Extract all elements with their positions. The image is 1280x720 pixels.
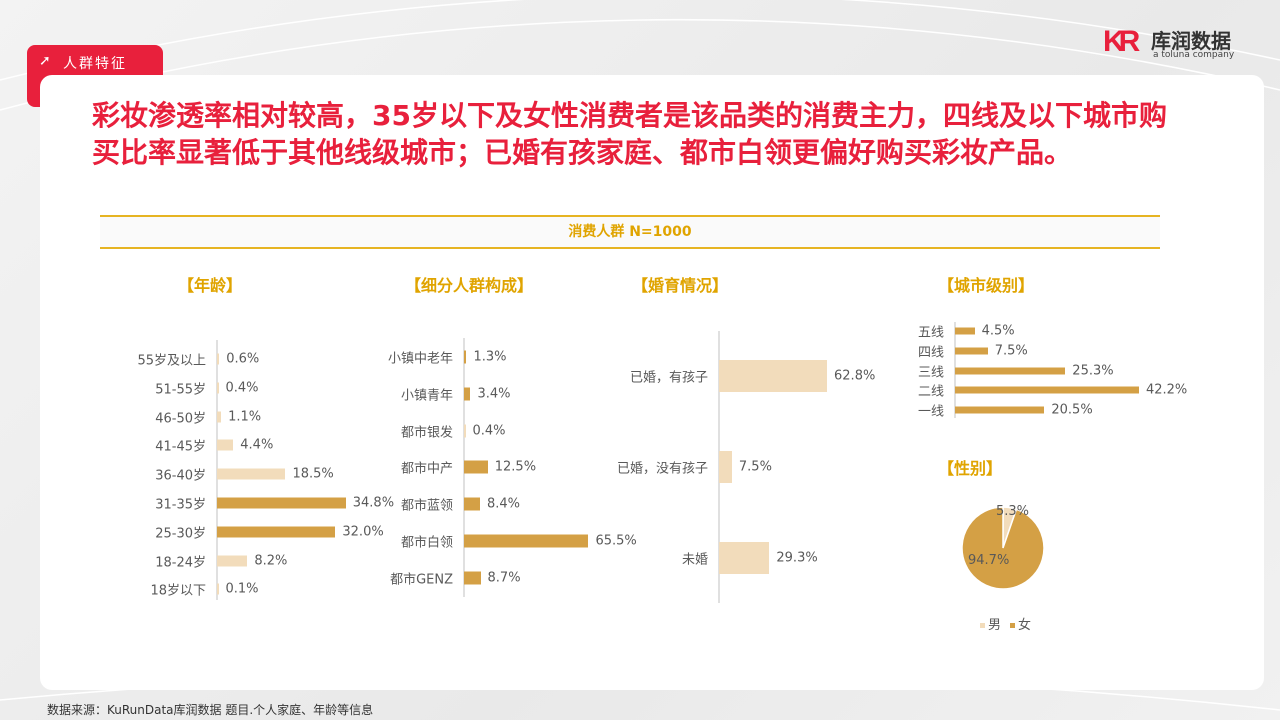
marriage-bar <box>719 542 770 574</box>
segment-bar <box>464 424 466 438</box>
marriage-category-label: 已婚，有孩子 <box>629 370 708 386</box>
marriage-value-label: 29.3% <box>776 550 818 566</box>
legend-label: 男 <box>988 618 1002 633</box>
segment-category-label: 小镇青年 <box>400 388 453 404</box>
age-bar <box>217 555 248 567</box>
segment-bar <box>464 460 488 474</box>
legend-female: 女 <box>1010 614 1031 633</box>
age-category-label: 46-50岁 <box>155 411 206 427</box>
age-bar <box>217 439 234 451</box>
logo-subtext: a toluna company <box>1153 50 1235 60</box>
city-value-label: 20.5% <box>1051 402 1093 418</box>
segment-bar <box>464 387 471 401</box>
segment-value-label: 12.5% <box>494 459 537 475</box>
age-value-label: 1.1% <box>228 409 262 425</box>
segment-value-label: 3.4% <box>477 386 511 402</box>
age-bar <box>217 353 220 365</box>
chart-title-gender: 【性别】 <box>938 459 1003 478</box>
arrow-icon: ➚ <box>39 53 51 69</box>
age-category-label: 55岁及以上 <box>137 353 206 369</box>
age-category-label: 25-30岁 <box>155 526 206 542</box>
segment-category-label: 都市白领 <box>400 535 453 551</box>
logo-mark: KR <box>1103 25 1140 58</box>
age-value-label: 0.1% <box>225 581 259 597</box>
age-category-label: 18-24岁 <box>155 555 206 571</box>
segment-value-label: 0.4% <box>472 423 506 439</box>
gender-pie <box>961 506 1045 590</box>
section-tag-label: 人群特征 <box>63 56 127 72</box>
legend-swatch <box>980 623 985 628</box>
segment-bar <box>464 571 481 585</box>
segment-bar <box>464 534 589 548</box>
segment-category-label: 都市蓝领 <box>400 498 453 514</box>
city-bar <box>955 386 1139 394</box>
city-category-label: 三线 <box>917 365 944 381</box>
age-value-label: 4.4% <box>240 437 274 453</box>
background-curve <box>0 0 1280 81</box>
segment-value-label: 65.5% <box>595 533 637 549</box>
marriage-category-label: 未婚 <box>681 552 708 568</box>
chart-title-age: 【年龄】 <box>178 276 243 295</box>
age-category-label: 36-40岁 <box>155 468 206 484</box>
segment-category-label: 小镇中老年 <box>387 351 453 367</box>
city-bar <box>955 406 1045 414</box>
age-category-label: 51-55岁 <box>155 382 206 398</box>
age-category-label: 18岁以下 <box>150 583 206 599</box>
segment-bar <box>464 497 480 511</box>
segment-category-label: 都市GENZ <box>390 572 453 588</box>
city-category-label: 五线 <box>917 325 944 341</box>
age-value-label: 8.2% <box>254 553 288 569</box>
legend-male: 男 <box>980 614 1001 633</box>
city-value-label: 7.5% <box>994 343 1028 359</box>
age-value-label: 0.6% <box>226 351 260 367</box>
age-bar <box>217 382 219 394</box>
segment-value-label: 8.4% <box>486 496 520 512</box>
city-bar <box>955 327 975 335</box>
age-value-label: 18.5% <box>292 466 334 482</box>
age-bar <box>217 583 219 595</box>
marriage-value-label: 62.8% <box>834 368 876 384</box>
age-category-label: 41-45岁 <box>155 439 206 455</box>
chart-title-segment: 【细分人群构成】 <box>405 276 534 295</box>
city-value-label: 25.3% <box>1072 363 1114 379</box>
city-value-label: 4.5% <box>981 323 1015 339</box>
pie-label-female: 94.7% <box>968 553 1010 568</box>
age-bar <box>217 497 346 509</box>
age-bar <box>217 526 336 538</box>
segment-value-label: 8.7% <box>487 570 521 586</box>
segment-category-label: 都市中产 <box>400 461 453 477</box>
chart-title-city: 【城市级别】 <box>938 276 1035 295</box>
page-title: 彩妆渗透率相对较高，35岁以下及女性消费者是该品类的消费主力，四线及以下城市购买… <box>92 99 1167 169</box>
age-value-label: 34.8% <box>352 495 395 511</box>
sample-band: 消费人群 N=1000 <box>100 215 1160 249</box>
segment-category-label: 都市银发 <box>400 425 453 441</box>
legend-label: 女 <box>1018 618 1032 633</box>
segment-bar <box>464 350 467 364</box>
age-category-label: 31-35岁 <box>155 497 206 513</box>
city-category-label: 四线 <box>917 345 944 361</box>
age-bar <box>217 468 286 480</box>
city-category-label: 二线 <box>917 384 944 400</box>
age-value-label: 32.0% <box>342 524 384 540</box>
pie-slice-female <box>961 506 1045 590</box>
city-category-label: 一线 <box>917 404 944 420</box>
city-bar <box>955 347 988 355</box>
segment-value-label: 1.3% <box>473 349 507 365</box>
legend-swatch <box>1010 623 1015 628</box>
background-curve <box>0 18 1280 111</box>
logo-text: 库润数据 <box>1151 29 1231 53</box>
marriage-value-label: 7.5% <box>738 459 772 475</box>
city-value-label: 42.2% <box>1145 382 1188 398</box>
age-value-label: 0.4% <box>225 380 259 396</box>
data-source: 数据来源：KuRunData库润数据 题目.个人家庭、年龄等信息 <box>47 703 374 717</box>
marriage-category-label: 已婚，没有孩子 <box>616 461 708 477</box>
chart-title-marriage: 【婚育情况】 <box>632 276 729 295</box>
city-bar <box>955 367 1066 375</box>
pie-label-male: 5.3% <box>996 504 1030 519</box>
marriage-bar <box>719 451 732 483</box>
content-card <box>40 75 1264 690</box>
marriage-bar <box>719 360 828 392</box>
age-bar <box>217 411 222 423</box>
logo: KR 库润数据 a toluna company <box>1103 25 1253 65</box>
